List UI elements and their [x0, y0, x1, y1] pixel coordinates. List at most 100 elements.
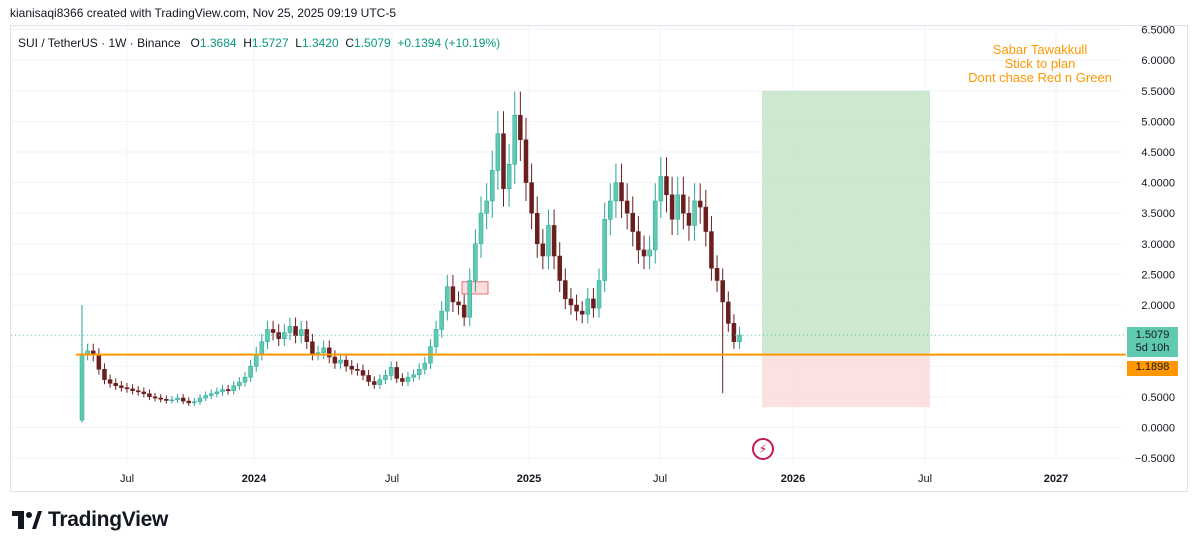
candle-body: [484, 200, 489, 214]
candle: [737, 326, 742, 349]
candle: [613, 163, 619, 219]
y-tick-label: 3.0000: [1141, 239, 1175, 251]
candle-body: [259, 341, 265, 355]
candle-body: [135, 390, 141, 393]
candle: [681, 176, 686, 230]
legend-high-label: H: [243, 36, 252, 50]
candle-body: [270, 329, 276, 333]
flash-icon[interactable]: ⚡: [752, 438, 774, 460]
candle-body: [113, 383, 118, 387]
candle-body: [282, 332, 287, 339]
candle: [692, 183, 697, 241]
y-tick-label: 3.5000: [1141, 208, 1175, 220]
candle-body: [608, 200, 613, 220]
tradingview-logo-icon: [12, 511, 42, 529]
candle: [327, 340, 332, 364]
candle-body: [366, 375, 371, 382]
candle-body: [473, 243, 478, 281]
candle-body: [669, 194, 675, 220]
candle: [304, 320, 310, 349]
candle-body: [523, 139, 529, 183]
candle: [349, 360, 355, 375]
candle-body: [388, 367, 394, 376]
candle: [495, 111, 501, 190]
candle-body: [400, 378, 405, 382]
candle-body: [416, 369, 422, 376]
legend-low-label: L: [295, 36, 302, 50]
candle: [652, 183, 658, 264]
x-tick-label: Jul: [653, 473, 667, 485]
candle-body: [692, 200, 697, 226]
candle: [90, 343, 96, 362]
candle-body: [658, 176, 664, 202]
candle: [270, 320, 276, 341]
candle-body: [287, 326, 293, 333]
candle: [726, 291, 731, 332]
candle: [113, 378, 118, 390]
candle: [456, 291, 461, 315]
candle: [102, 363, 107, 385]
candle-body: [557, 255, 562, 281]
tradingview-logo[interactable]: TradingView: [12, 508, 168, 532]
candle: [383, 369, 388, 385]
candle-body: [624, 200, 630, 214]
candle-body: [220, 389, 225, 393]
candle-body: [343, 359, 349, 367]
x-tick-label: 2024: [242, 473, 267, 485]
candle-body: [349, 365, 355, 370]
candle-body: [298, 329, 304, 336]
candle: [439, 301, 444, 338]
candle: [192, 398, 197, 406]
candle: [124, 382, 130, 393]
chart-credit: kianisaqi8366 created with TradingView.c…: [10, 6, 396, 20]
candle: [540, 229, 546, 270]
candle: [529, 163, 534, 230]
candle: [467, 268, 473, 327]
candle-body: [394, 367, 399, 379]
candle: [332, 350, 338, 369]
chart-note: Sabar Tawakkull Stick to plan Dont chase…: [945, 43, 1135, 85]
y-tick-label: 4.5000: [1141, 147, 1175, 159]
candle: [119, 381, 124, 392]
candle: [79, 305, 85, 423]
candle-body: [720, 280, 725, 303]
candle-body: [355, 369, 360, 371]
note-line: Dont chase Red n Green: [968, 70, 1112, 85]
candle: [484, 183, 489, 230]
candle: [405, 371, 411, 386]
legend-open-value: 1.3684: [199, 36, 237, 50]
candle-body: [726, 301, 731, 324]
candle-body: [602, 219, 607, 281]
candle: [366, 369, 371, 386]
candle: [225, 384, 231, 395]
candle: [152, 392, 158, 402]
candle-body: [495, 133, 501, 171]
candle-body: [697, 200, 703, 208]
chart-frame[interactable]: [10, 25, 1188, 492]
candle-body: [192, 401, 197, 404]
candle-body: [647, 249, 652, 257]
candle: [169, 396, 175, 404]
candle-body: [591, 298, 596, 309]
candle-body: [107, 379, 113, 384]
candle: [220, 384, 225, 396]
candle-body: [652, 200, 658, 251]
candle-body: [164, 398, 169, 401]
candle-body: [596, 280, 602, 309]
candle: [422, 356, 428, 375]
candle: [523, 117, 529, 201]
candle-body: [130, 388, 135, 391]
candle-body: [529, 182, 534, 214]
candle: [568, 288, 574, 315]
candle: [461, 294, 467, 327]
candle: [293, 317, 298, 344]
candle: [669, 176, 675, 236]
tradingview-logo-text: TradingView: [48, 508, 169, 531]
candle: [630, 196, 636, 247]
candle: [557, 242, 562, 293]
y-tick-label: 2.5000: [1141, 269, 1175, 281]
candle-body: [731, 323, 737, 342]
candle-body: [405, 376, 411, 382]
candle: [338, 353, 343, 369]
